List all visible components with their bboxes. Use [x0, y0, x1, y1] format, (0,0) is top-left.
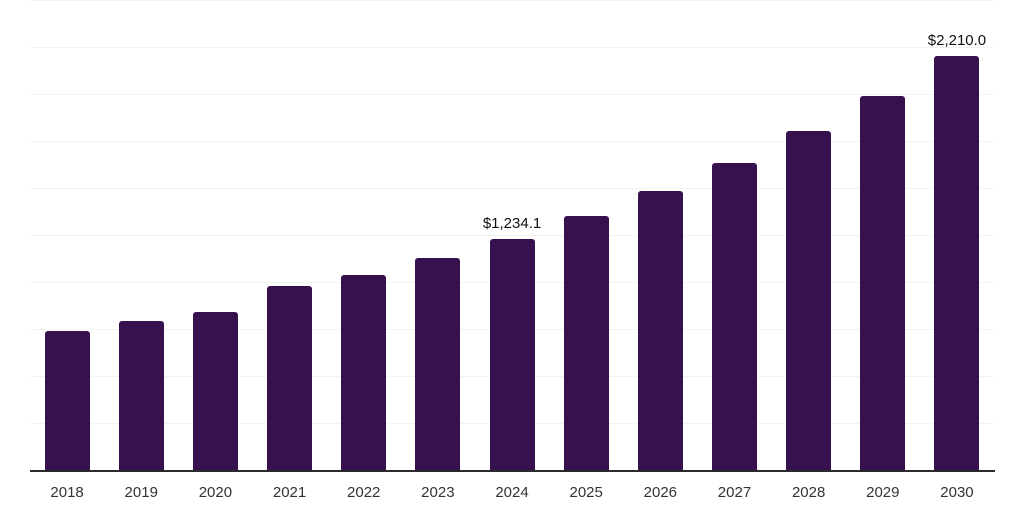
bar-2020 [192, 311, 238, 471]
bar-column-2022 [327, 1, 401, 471]
bar-column-2026 [623, 1, 697, 471]
bar-column-2019 [104, 1, 178, 471]
x-tick-label-2025: 2025 [569, 484, 603, 501]
bar-2030 [934, 55, 980, 471]
x-tick-label-2020: 2020 [198, 484, 233, 501]
x-tick-label-2023: 2023 [421, 484, 455, 501]
gridline [30, 141, 994, 142]
bar-2026 [637, 191, 683, 471]
x-tick-label-2024: 2024 [495, 484, 529, 501]
gridline [30, 47, 994, 48]
bar-column-2020 [178, 1, 252, 471]
bar-2025 [563, 215, 609, 471]
data-label-2024: $1,234.1 [482, 215, 542, 232]
bar-2018 [44, 330, 90, 471]
bar-2023 [415, 257, 461, 471]
bar-2028 [786, 130, 832, 471]
x-tick-label-2030: 2030 [940, 484, 974, 501]
bar-column-2025 [549, 1, 623, 471]
bar-column-2021 [252, 1, 326, 471]
x-tick-label-2022: 2022 [347, 484, 381, 501]
bar-column-2027 [697, 1, 771, 471]
bar-column-2030: $2,210.0 [920, 1, 994, 471]
gridline [30, 94, 994, 95]
gridline [30, 235, 994, 236]
x-tick-label-2029: 2029 [866, 484, 900, 501]
bar-column-2028 [772, 1, 846, 471]
bar-2027 [711, 163, 757, 471]
x-tick-label-2028: 2028 [791, 484, 826, 501]
plot-area: $1,234.1 $2,210.0 [30, 0, 994, 471]
bar-column-2029 [846, 1, 920, 471]
x-axis-labels: 2018 2019 2020 2021 2022 2023 2024 2025 2026 2027… [30, 484, 994, 501]
bar-2024 [489, 239, 535, 471]
bars: $1,234.1 $2,210.0 [30, 1, 994, 471]
bar-column-2023 [401, 1, 475, 471]
bar-2019 [118, 320, 164, 471]
bar-2021 [267, 285, 313, 471]
x-tick-label-2021: 2021 [272, 484, 307, 501]
bar-2029 [860, 95, 906, 471]
bar-2022 [341, 275, 387, 471]
gridline [30, 188, 994, 189]
x-tick-label-2018: 2018 [50, 484, 84, 501]
bar-column-2024: $1,234.1 [475, 1, 549, 471]
data-label-2030: $2,210.0 [927, 31, 987, 49]
x-tick-label-2019: 2019 [124, 484, 158, 501]
x-axis-line [30, 470, 995, 472]
bar-column-2018 [30, 1, 104, 471]
x-tick-label-2027: 2027 [717, 484, 752, 501]
gridline [30, 0, 994, 1]
x-tick-label-2026: 2026 [643, 484, 678, 501]
